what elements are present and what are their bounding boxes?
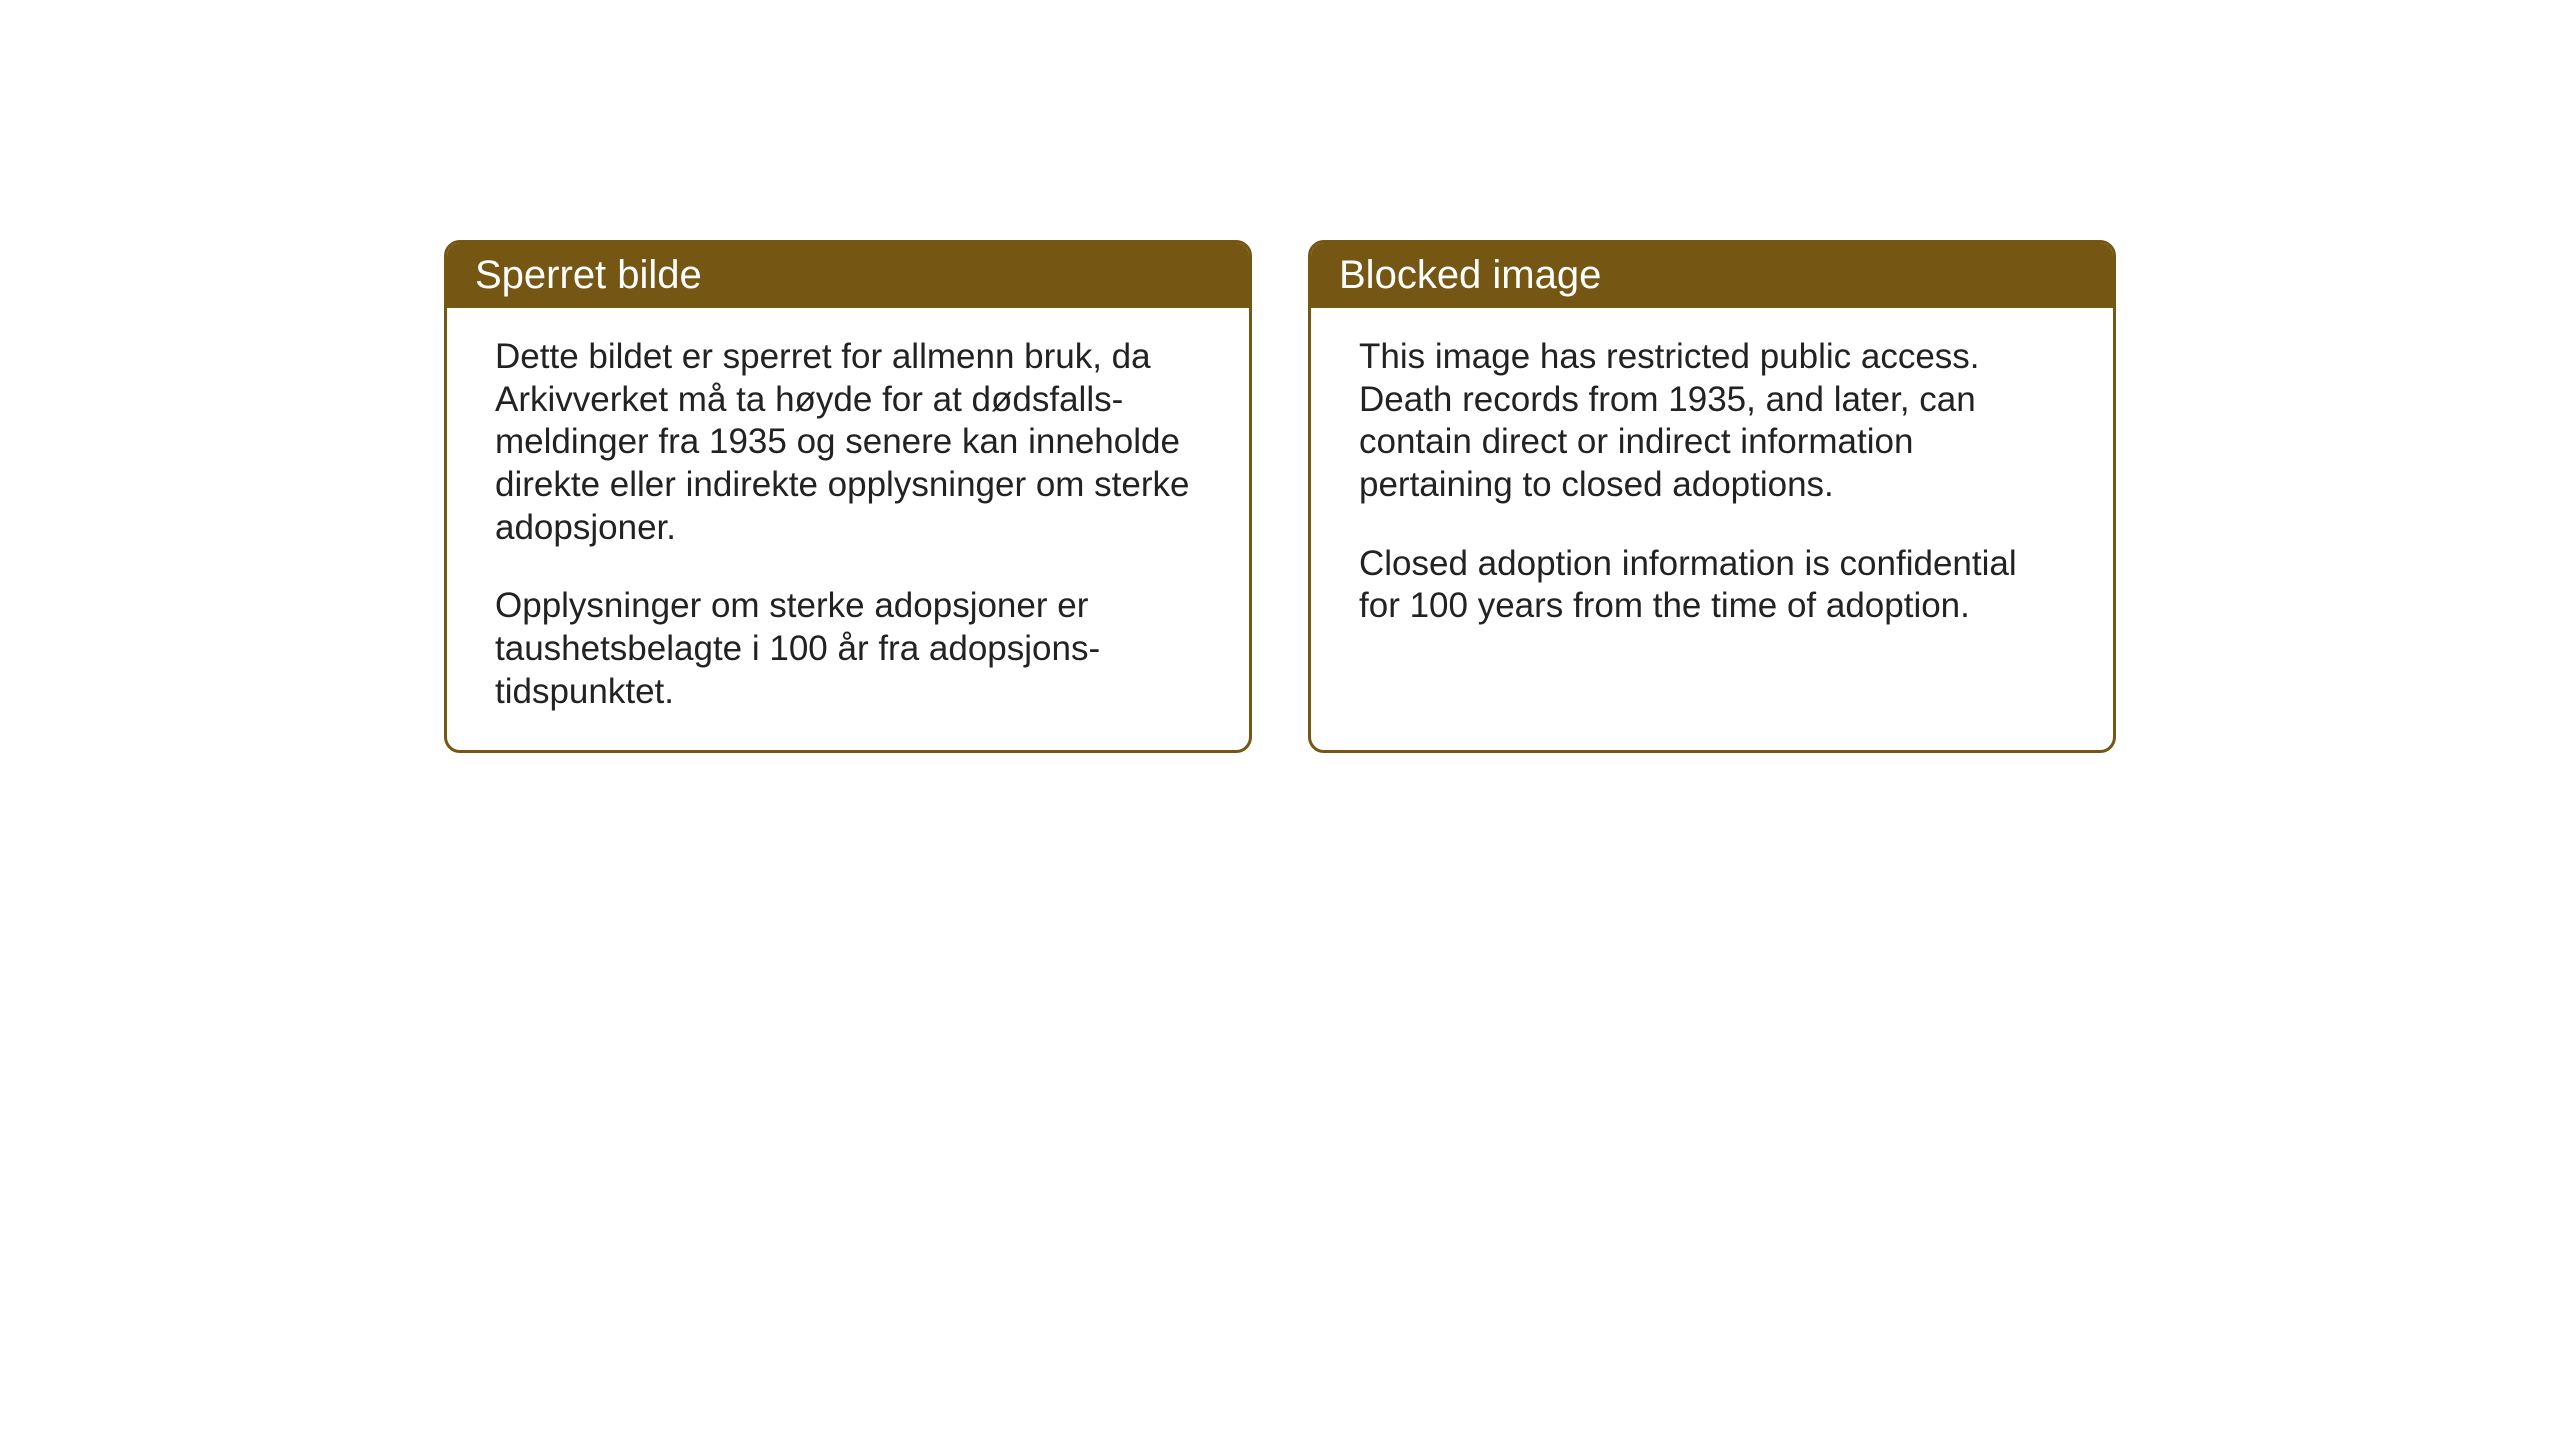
- notice-paragraph: Dette bildet er sperret for allmenn bruk…: [495, 336, 1201, 549]
- notice-box-norwegian: Sperret bilde Dette bildet er sperret fo…: [444, 240, 1252, 753]
- notice-header-english: Blocked image: [1311, 243, 2113, 308]
- notice-title: Sperret bilde: [475, 253, 702, 297]
- notice-box-english: Blocked image This image has restricted …: [1308, 240, 2116, 753]
- notice-paragraph: Opplysninger om sterke adopsjoner er tau…: [495, 585, 1201, 713]
- notice-header-norwegian: Sperret bilde: [447, 243, 1249, 308]
- notices-container: Sperret bilde Dette bildet er sperret fo…: [444, 240, 2116, 753]
- notice-body-norwegian: Dette bildet er sperret for allmenn bruk…: [447, 308, 1249, 750]
- notice-title: Blocked image: [1339, 253, 1601, 297]
- notice-paragraph: This image has restricted public access.…: [1359, 336, 2065, 507]
- notice-body-english: This image has restricted public access.…: [1311, 308, 2113, 728]
- notice-paragraph: Closed adoption information is confident…: [1359, 543, 2065, 628]
